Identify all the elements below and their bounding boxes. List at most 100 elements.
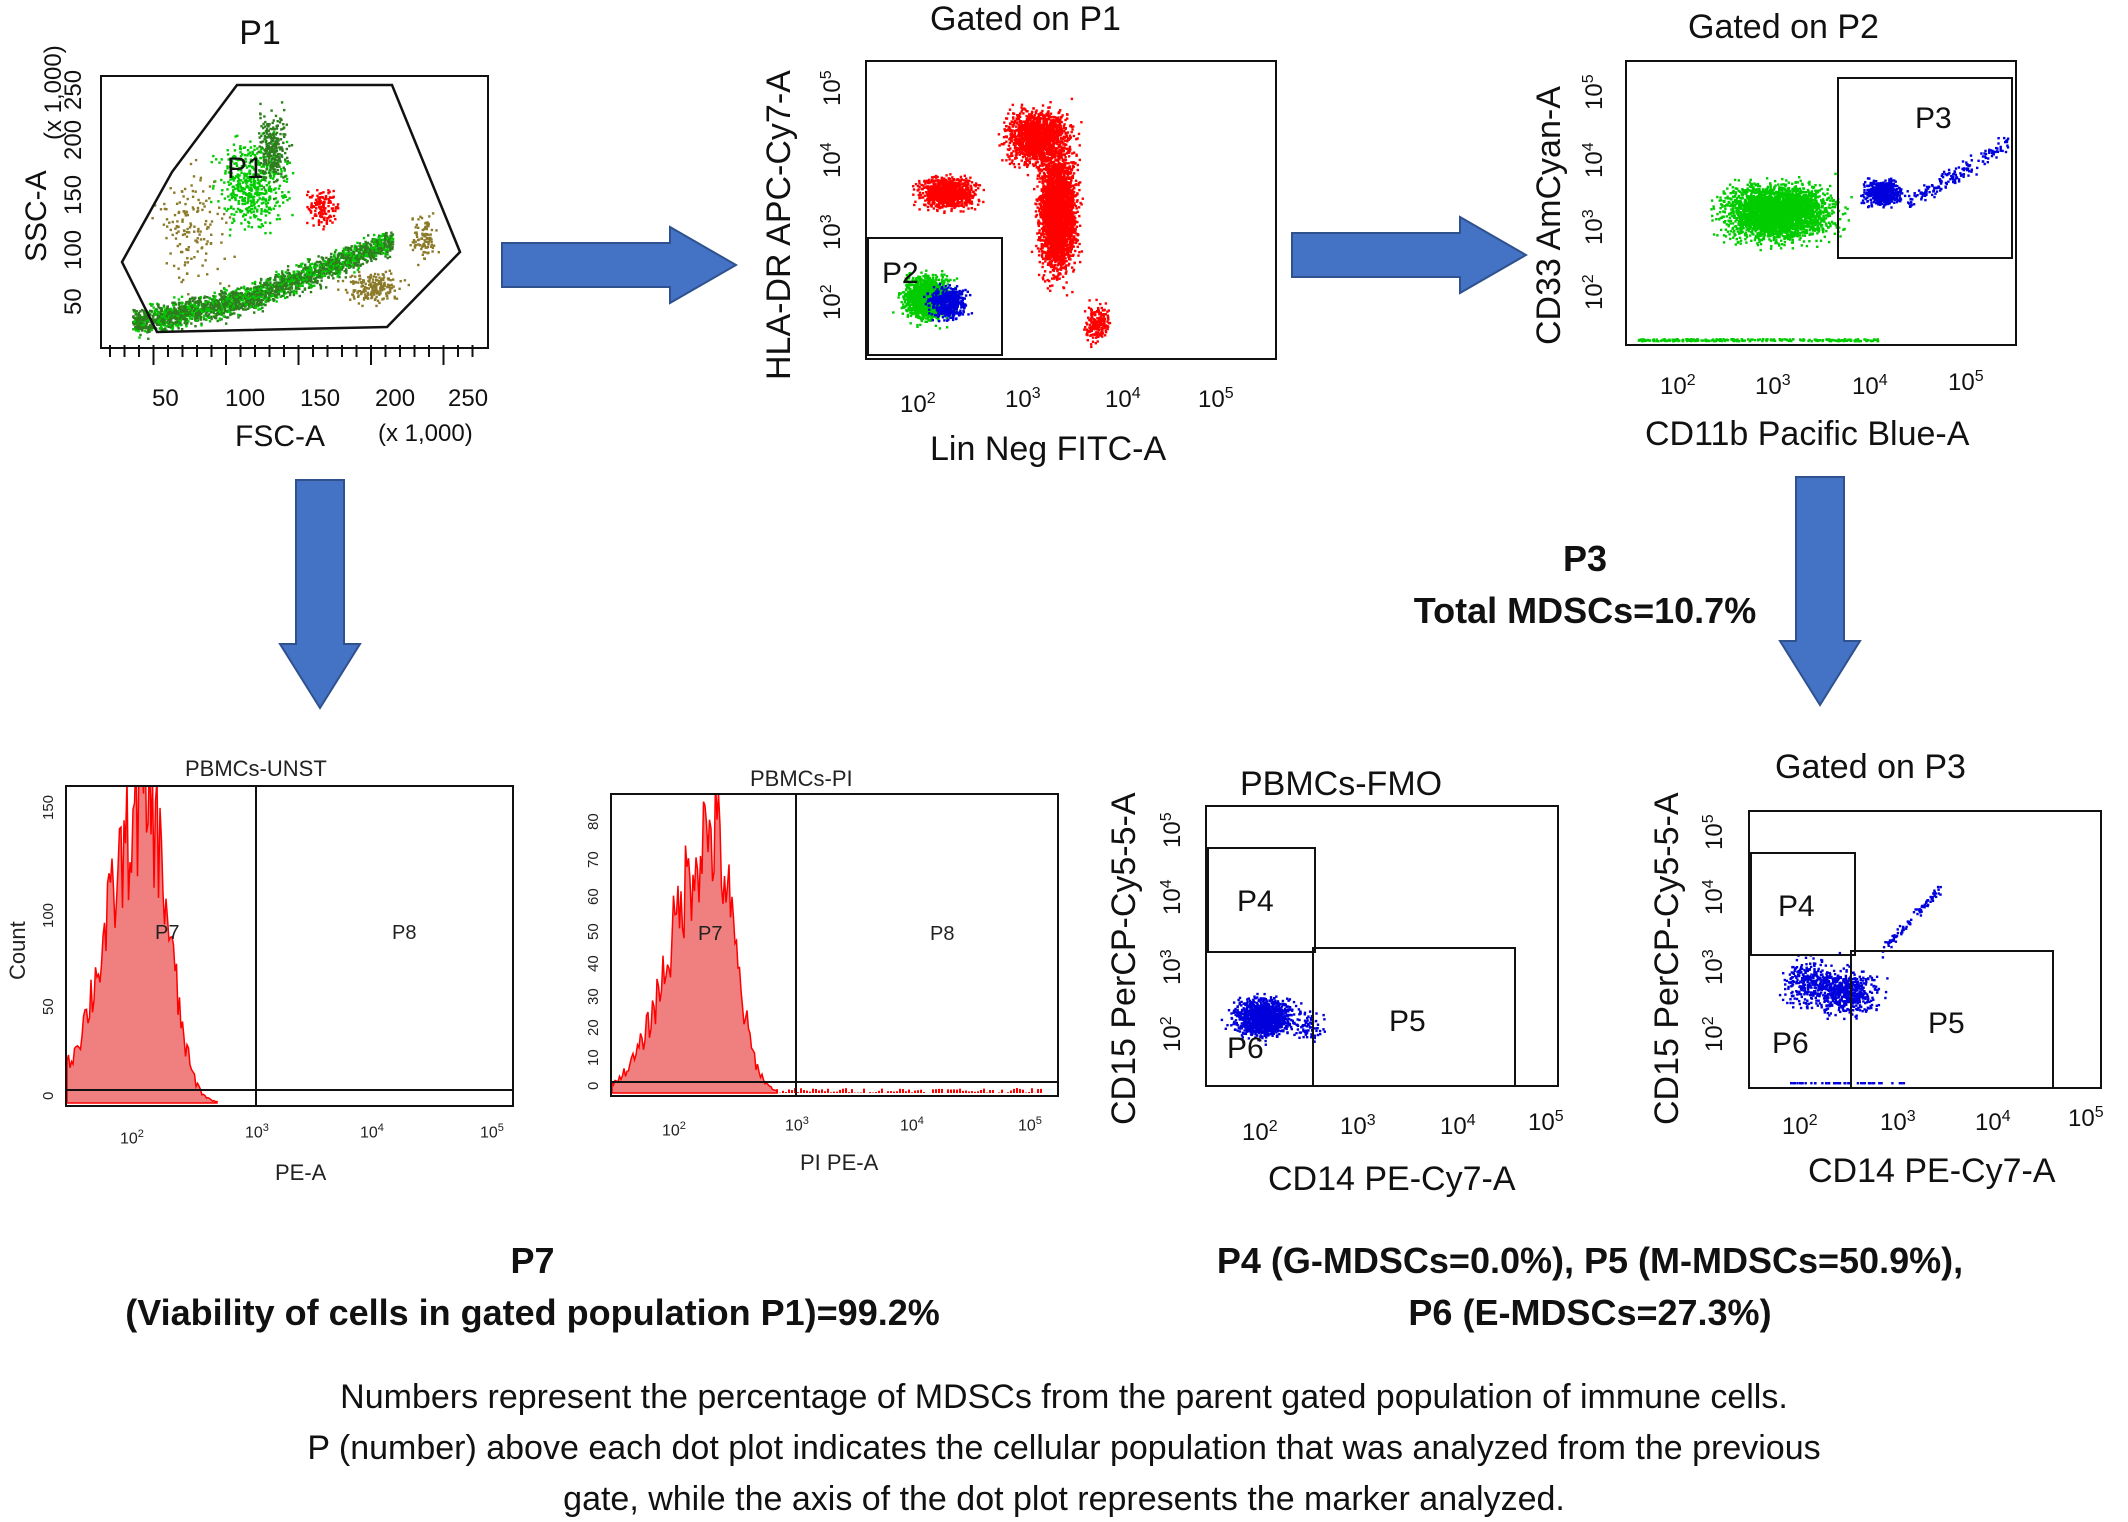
d1-xlabel: CD14 PE-Cy7-A: [1268, 1160, 1516, 1198]
h2-ytick: 50: [585, 923, 602, 940]
d1-xtick: 105: [1528, 1108, 1564, 1136]
p3-ytick: 102: [1580, 274, 1608, 310]
p3-xlabel: CD11b Pacific Blue-A: [1645, 415, 1970, 453]
p456-result-line2: P6 (E-MDSCs=27.3%): [1408, 1292, 1772, 1333]
p3-result-value: Total MDSCs=10.7%: [1413, 590, 1757, 631]
p1-gate-label: P1: [227, 152, 264, 185]
d2-xlabel: CD14 PE-Cy7-A: [1808, 1152, 2056, 1190]
p2-ytick: 102: [818, 284, 846, 320]
h2-ytick: 80: [585, 813, 602, 830]
h1-gate-divider: [255, 787, 257, 1105]
p3-ytick: 104: [1580, 142, 1608, 178]
h1-ytick: 150: [40, 794, 57, 820]
p1-ytick: 100: [60, 229, 87, 270]
p2-gate-label: P2: [882, 257, 919, 290]
d1-xtick: 102: [1242, 1118, 1278, 1146]
h1-gate-right-label: P8: [392, 922, 417, 944]
h2-ytick: 60: [585, 888, 602, 905]
p456-result-line1: P4 (G-MDSCs=0.0%), P5 (M-MDSCs=50.9%),: [1216, 1240, 1964, 1281]
caption-line-3: gate, while the axis of the dot plot rep…: [563, 1480, 1565, 1518]
p2-ytick: 103: [818, 214, 846, 250]
d2-ytick: 103: [1700, 949, 1728, 985]
p3-ylabel: CD33 AmCyan-A: [1530, 86, 1568, 345]
caption-line-2: P (number) above each dot plot indicates…: [307, 1429, 1821, 1467]
h2-xlabel: PI PE-A: [800, 1150, 879, 1175]
d1-title: PBMCs-FMO: [1240, 765, 1443, 803]
p1-xtick: 250: [448, 385, 489, 412]
h1-ytick: 0: [40, 1091, 57, 1100]
p1-ylabel: SSC-A: [20, 170, 53, 262]
d1-gate-p5: [1312, 947, 1516, 1085]
h1-gate-left-label: P7: [155, 922, 180, 944]
p2-title: Gated on P1: [930, 0, 1121, 38]
p7-result-label: P7: [510, 1240, 555, 1281]
h1-ytick: 50: [40, 998, 57, 1015]
p2-ylabel: HLA-DR APC-Cy7-A: [760, 70, 798, 380]
p3-ytick: 105: [1580, 74, 1608, 110]
p3-ytick: 103: [1580, 209, 1608, 245]
h2-title: PBMCs-PI: [750, 766, 853, 791]
d1-gate-p6-label: P6: [1227, 1032, 1264, 1065]
h1-xtick: 105: [480, 1122, 504, 1142]
h2-gate-baseline: [612, 1081, 1057, 1083]
h2-xtick: 104: [900, 1115, 924, 1135]
h1-title: PBMCs-UNST: [185, 756, 327, 781]
p2-dot-cloud: [892, 97, 1112, 349]
d2-gate-p4-label: P4: [1778, 890, 1815, 923]
h2-xtick: 105: [1018, 1115, 1042, 1135]
d1-gate-p5-label: P5: [1389, 1005, 1426, 1038]
h2-ytick: 40: [585, 955, 602, 972]
d2-gate-p6-divider: [1850, 950, 1852, 1087]
h1-xlabel: PE-A: [275, 1160, 327, 1185]
p1-xtick: 50: [152, 385, 179, 412]
d1-gate-p4-label: P4: [1237, 885, 1274, 918]
h1-histogram: [67, 787, 218, 1104]
h2-ytick: 30: [585, 988, 602, 1005]
p1-gate-polygon: [120, 83, 462, 334]
h1-gate-baseline: [67, 1089, 512, 1091]
p3-xtick: 105: [1948, 368, 1984, 396]
h2-ytick: 10: [585, 1049, 602, 1066]
d2-gate-p6-label: P6: [1772, 1027, 1809, 1060]
p3-gate-label: P3: [1915, 102, 1952, 135]
d1-gate-p4: [1207, 847, 1316, 953]
h2-xtick: 102: [662, 1120, 686, 1140]
arrow-p3-to-gated-p3: [1778, 476, 1862, 707]
d1-ytick: 102: [1158, 1016, 1186, 1052]
d1-xtick: 104: [1440, 1112, 1476, 1140]
p1-xlabel: FSC-A: [235, 420, 325, 453]
h2-ytick: 70: [585, 851, 602, 868]
d1-ytick: 104: [1158, 879, 1186, 915]
h2-plot: P7 P8: [610, 793, 1059, 1097]
h1-ylabel: Count: [5, 921, 30, 980]
d2-xtick: 102: [1782, 1112, 1818, 1140]
p7-result-value: (Viability of cells in gated population …: [125, 1292, 940, 1333]
p1-ytick: 50: [60, 288, 87, 315]
arrow-p1-to-histograms: [278, 479, 362, 710]
arrow-p1-to-p2: [501, 225, 739, 305]
p1-dot-cloud: [132, 101, 440, 340]
d2-xtick: 105: [2068, 1104, 2104, 1132]
d1-ytick: 103: [1158, 949, 1186, 985]
h2-gate-right-label: P8: [930, 923, 955, 945]
p3-xtick: 104: [1852, 372, 1888, 400]
h1-xtick: 102: [120, 1128, 144, 1148]
p1-xunit: (x 1,000): [378, 420, 473, 447]
d2-title: Gated on P3: [1775, 748, 1966, 786]
p1-title: P1: [239, 14, 281, 52]
p3-plot: P3: [1625, 60, 2017, 346]
p3-dot-cloud: [1637, 136, 2010, 343]
d2-gate-p4: [1750, 852, 1856, 956]
h1-xtick: 103: [245, 1122, 269, 1142]
p1-xtick: 200: [375, 385, 416, 412]
p2-xtick: 102: [900, 390, 936, 418]
d2-ylabel: CD15 PerCP-Cy5-5-A: [1648, 792, 1686, 1125]
p3-gate: [1837, 77, 2013, 259]
p3-result-label: P3: [1562, 538, 1608, 579]
d2-plot: P4 P5 P6: [1748, 810, 2102, 1089]
p2-xlabel: Lin Neg FITC-A: [930, 430, 1167, 468]
p1-xtick: 150: [300, 385, 341, 412]
d2-ytick: 105: [1700, 814, 1728, 850]
d1-ytick: 105: [1158, 812, 1186, 848]
d2-ytick: 102: [1700, 1016, 1728, 1052]
